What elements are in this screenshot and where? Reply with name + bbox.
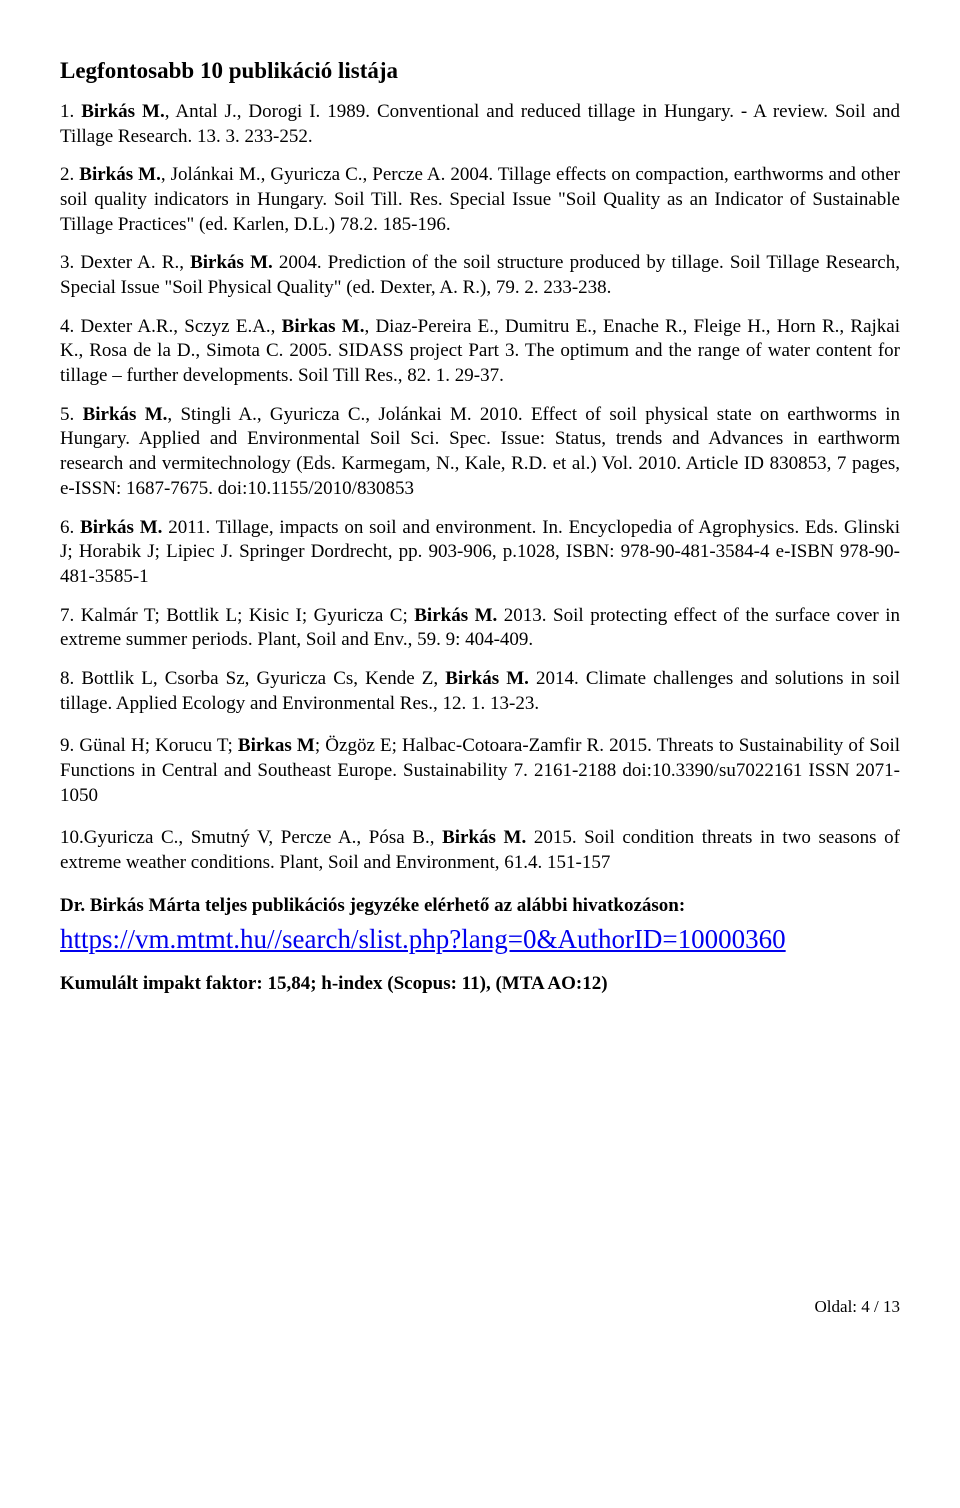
pub-6-text: 2011. Tillage, impacts on soil and envir…	[60, 517, 900, 587]
pub-9-author: Birkas M	[238, 735, 315, 756]
pub-7-pre: 7. Kalmár T; Bottlik L; Kisic I; Gyuricz…	[60, 605, 414, 626]
pub-3-author: Birkás M.	[190, 252, 273, 273]
pub-4-author: Birkas M.	[282, 316, 365, 337]
page-footer: Oldal: 4 / 13	[60, 1296, 900, 1318]
pub-item-3: 3. Dexter A. R., Birkás M. 2004. Predict…	[60, 251, 900, 300]
pub-1-text: , Antal J., Dorogi I. 1989. Conventional…	[60, 101, 900, 147]
pub-10-author: Birkás M.	[442, 827, 526, 848]
pub-5-num: 5.	[60, 404, 83, 425]
pub-10-pre: 10.Gyuricza C., Smutný V, Percze A., Pós…	[60, 827, 442, 848]
pub-2-text: , Jolánkai M., Gyuricza C., Percze A. 20…	[60, 164, 900, 234]
pub-2-num: 2.	[60, 164, 79, 185]
page-title: Legfontosabb 10 publikáció listája	[60, 56, 900, 86]
pub-item-2: 2. Birkás M., Jolánkai M., Gyuricza C., …	[60, 163, 900, 237]
pub-item-1: 1. Birkás M., Antal J., Dorogi I. 1989. …	[60, 100, 900, 149]
impact-line: Kumulált impakt faktor: 15,84; h-index (…	[60, 972, 900, 997]
pub-6-num: 6.	[60, 517, 80, 538]
pub-3-pre: 3. Dexter A. R.,	[60, 252, 190, 273]
link-block: Dr. Birkás Márta teljes publikációs jegy…	[60, 894, 900, 958]
pub-8-pre: 8. Bottlik L, Csorba Sz, Gyuricza Cs, Ke…	[60, 668, 445, 689]
pub-item-5: 5. Birkás M., Stingli A., Gyuricza C., J…	[60, 403, 900, 502]
pub-item-6: 6. Birkás M. 2011. Tillage, impacts on s…	[60, 516, 900, 590]
impact-value: 15,84; h-index (Scopus: 11), (MTA AO:12)	[267, 973, 607, 994]
pub-item-9: 9. Günal H; Korucu T; Birkas M; Özgöz E;…	[60, 734, 900, 808]
pub-9-pre: 9. Günal H; Korucu T;	[60, 735, 238, 756]
pub-6-author: Birkás M.	[80, 517, 162, 538]
pub-7-author: Birkás M.	[414, 605, 497, 626]
pub-2-author: Birkás M.	[79, 164, 161, 185]
impact-label: Kumulált impakt faktor:	[60, 973, 267, 994]
pub-5-text: , Stingli A., Gyuricza C., Jolánkai M. 2…	[60, 404, 900, 499]
pub-item-7: 7. Kalmár T; Bottlik L; Kisic I; Gyuricz…	[60, 604, 900, 653]
publication-link[interactable]: https://vm.mtmt.hu//search/slist.php?lan…	[60, 924, 786, 954]
pub-1-author: Birkás M.	[81, 101, 165, 122]
pub-item-4: 4. Dexter A.R., Sczyz E.A., Birkas M., D…	[60, 315, 900, 389]
link-intro: Dr. Birkás Márta teljes publikációs jegy…	[60, 894, 900, 919]
pub-1-num: 1.	[60, 101, 81, 122]
pub-5-author: Birkás M.	[83, 404, 168, 425]
pub-8-author: Birkás M.	[445, 668, 529, 689]
pub-item-10: 10.Gyuricza C., Smutný V, Percze A., Pós…	[60, 826, 900, 875]
pub-4-pre: 4. Dexter A.R., Sczyz E.A.,	[60, 316, 282, 337]
pub-item-8: 8. Bottlik L, Csorba Sz, Gyuricza Cs, Ke…	[60, 667, 900, 716]
